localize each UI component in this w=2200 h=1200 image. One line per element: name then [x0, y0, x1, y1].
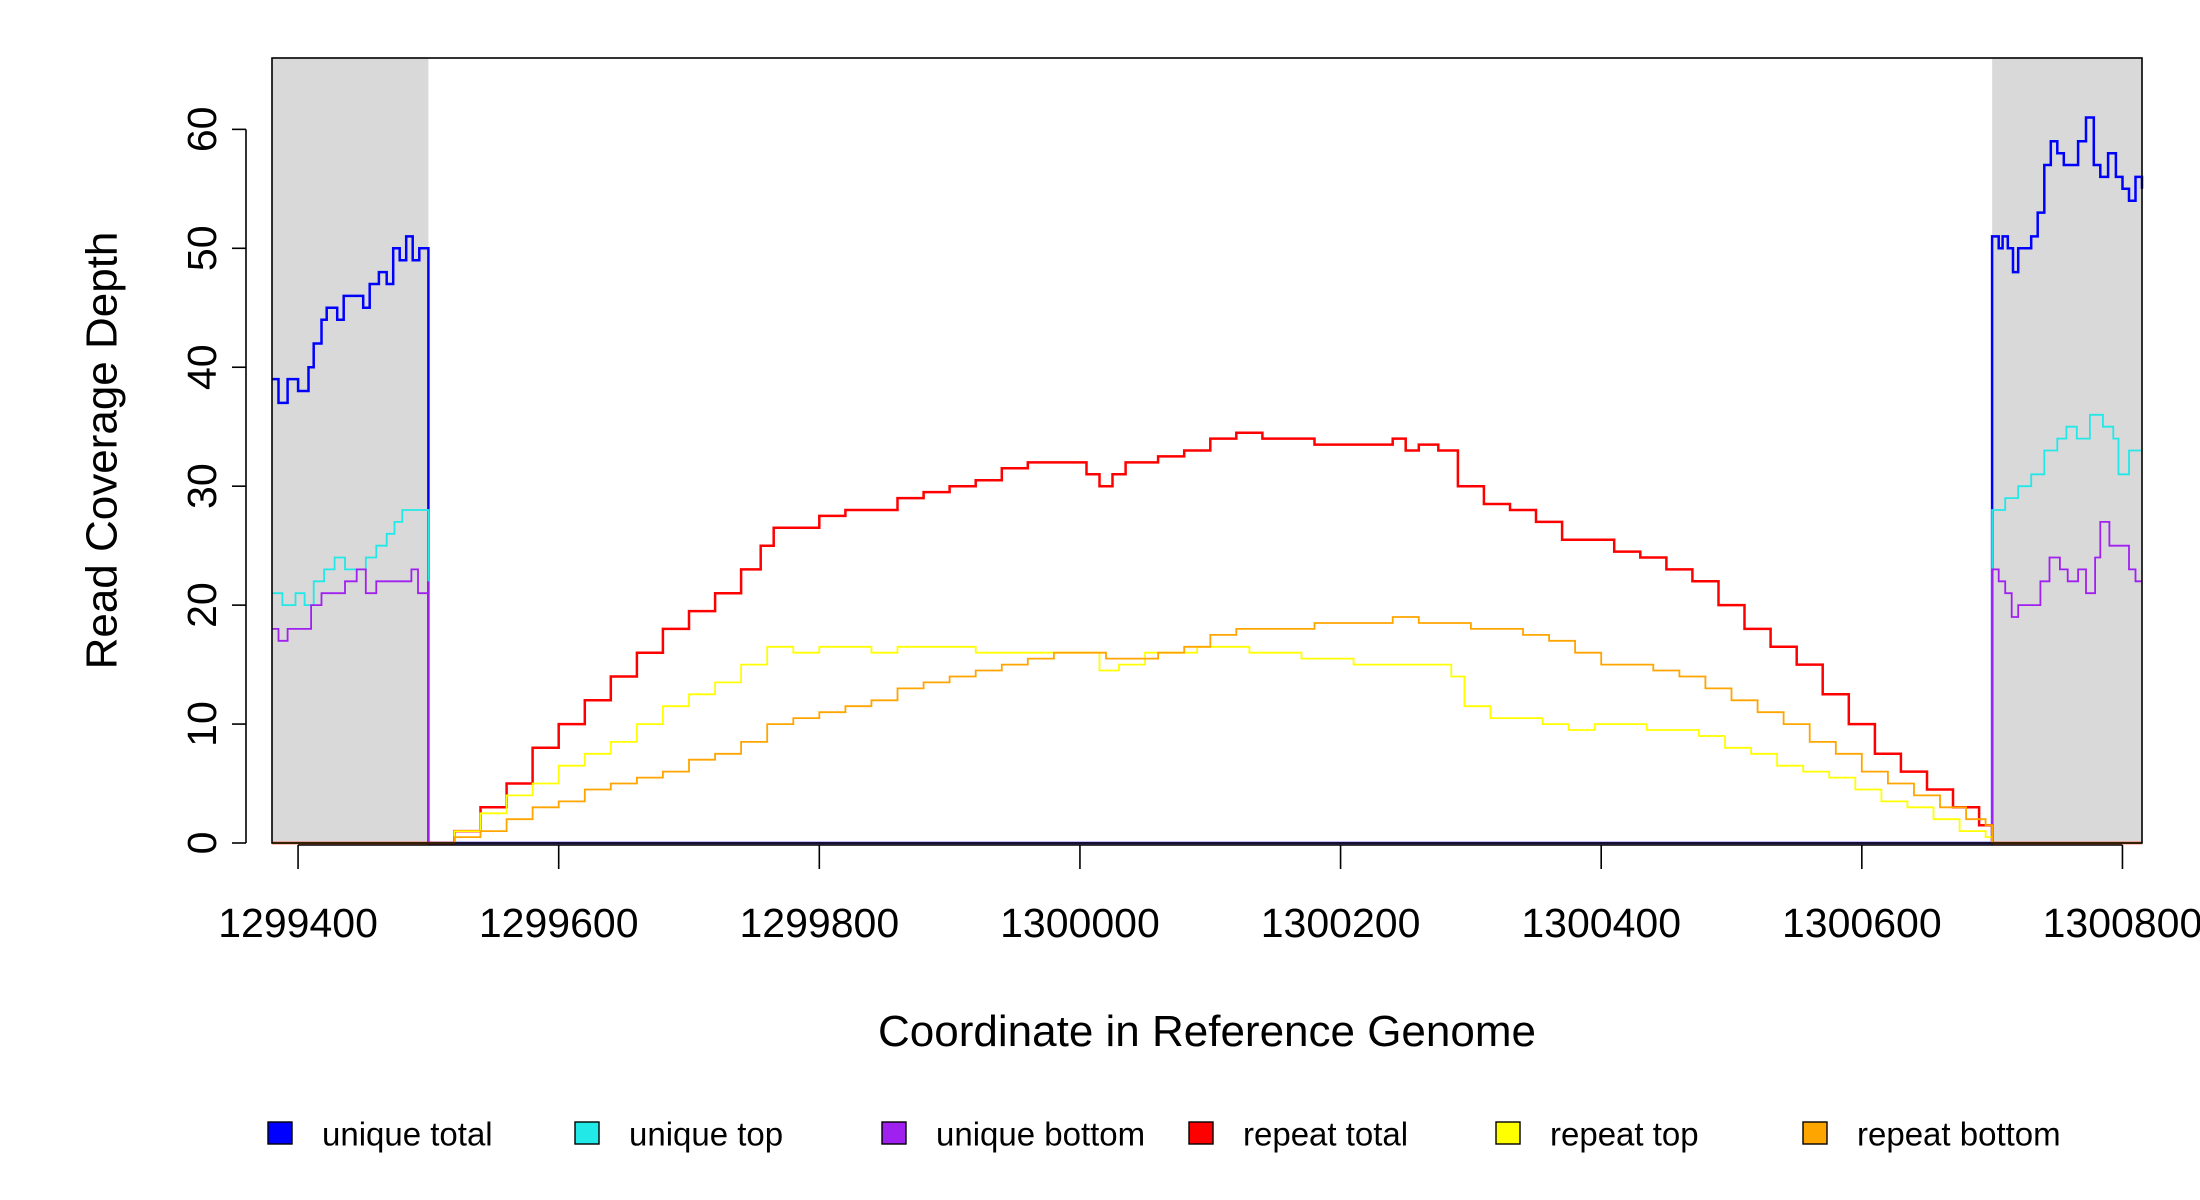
legend-item-repeat-bottom: repeat bottom	[1802, 1116, 2061, 1153]
plot-frame	[271, 57, 2143, 844]
legend: unique total unique top unique bottom repea…	[267, 1116, 2061, 1153]
y-tick-label: 20	[179, 582, 225, 628]
y-tick-label: 50	[179, 225, 225, 271]
y-tick-label: 30	[179, 463, 225, 509]
legend-swatch	[574, 1121, 600, 1145]
legend-item-unique-bottom: unique bottom	[881, 1116, 1145, 1153]
y-tick-label: 60	[179, 107, 225, 153]
x-tick-label: 1300600	[1782, 900, 1942, 946]
legend-item-unique-top: unique top	[574, 1116, 783, 1153]
x-tick-label: 1299400	[218, 900, 378, 946]
legend-label: repeat top	[1550, 1116, 1699, 1153]
x-tick-label: 1300400	[1521, 900, 1681, 946]
x-axis: 1299400 1299600 1299800 1300000 1300200 13004…	[218, 844, 2200, 946]
y-tick-label: 10	[179, 701, 225, 747]
legend-swatch	[1802, 1121, 1828, 1145]
legend-swatch	[1188, 1121, 1214, 1145]
shaded-region-1	[272, 58, 429, 843]
legend-item-repeat-top: repeat top	[1495, 1116, 1699, 1153]
legend-label: unique bottom	[936, 1116, 1145, 1153]
x-tick-label: 1300200	[1261, 900, 1421, 946]
series-line-repeat-top	[272, 645, 2142, 844]
y-tick-label: 40	[179, 344, 225, 390]
shaded-region-2	[1992, 58, 2142, 843]
x-tick-label: 1300000	[1000, 900, 1160, 946]
x-tick-label: 1300800	[2043, 900, 2200, 946]
legend-label: unique top	[629, 1116, 783, 1153]
series-layer	[272, 116, 2144, 845]
legend-label: repeat bottom	[1857, 1116, 2061, 1153]
series-line-repeat-bottom	[272, 616, 2142, 844]
legend-label: unique total	[322, 1116, 493, 1153]
legend-item-repeat-total: repeat total	[1188, 1116, 1408, 1153]
legend-label: repeat total	[1243, 1116, 1408, 1153]
legend-swatch	[881, 1121, 907, 1145]
legend-swatch	[1495, 1121, 1521, 1145]
legend-swatch	[267, 1121, 293, 1145]
series-line-unique-top	[272, 413, 2142, 844]
y-axis: 0 10 20 30 40 50 60	[179, 107, 247, 855]
x-tick-label: 1299800	[740, 900, 900, 946]
shaded-region-layer	[272, 58, 2142, 843]
legend-item-unique-total: unique total	[267, 1116, 493, 1153]
series-line-unique-total	[272, 116, 2144, 845]
y-tick-label: 0	[179, 832, 225, 855]
series-line-repeat-total	[272, 431, 2142, 845]
x-tick-label: 1299600	[479, 900, 639, 946]
series-line-unique-bottom	[272, 521, 2142, 844]
y-axis-title: Read Coverage Depth	[78, 232, 127, 670]
x-axis-title: Coordinate in Reference Genome	[878, 1007, 1536, 1056]
